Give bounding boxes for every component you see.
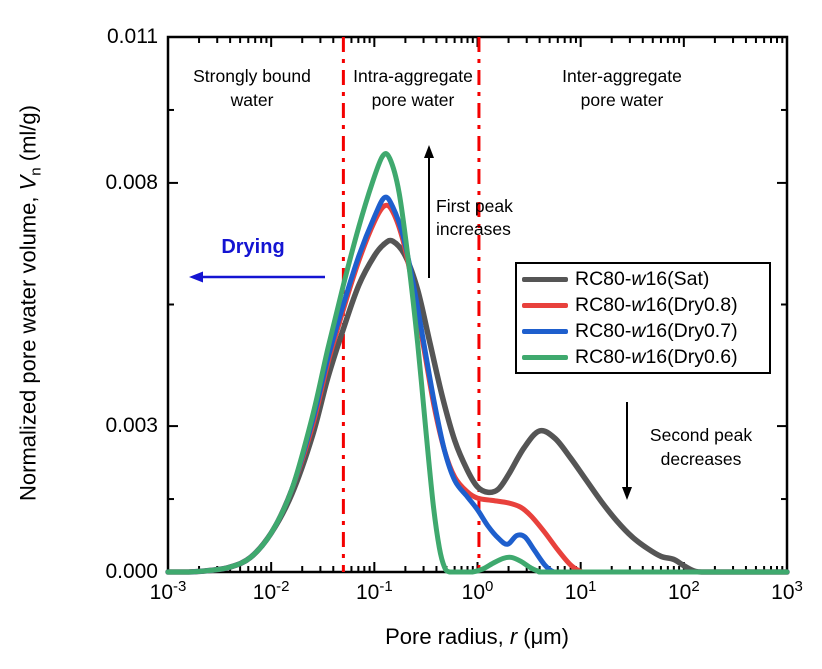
y-tick-label: 0.011	[107, 25, 158, 48]
annotation-line: decreases	[660, 449, 742, 469]
legend-label: RC80-w16(Sat)	[575, 267, 710, 290]
annotation-strongly-bound-water: Strongly bound water	[193, 64, 311, 112]
legend-line-sample	[522, 302, 568, 308]
annotation-first-peak-increases: First peak increases	[436, 195, 513, 241]
x-tick-label: 10-2	[252, 578, 290, 604]
legend-line-sample	[522, 354, 568, 360]
annotation-line: water	[230, 90, 274, 110]
legend-label: RC80-w16(Dry0.8)	[575, 293, 738, 316]
legend-label: RC80-w16(Dry0.7)	[575, 319, 738, 342]
legend-label: RC80-w16(Dry0.6)	[575, 345, 738, 368]
x-tick-label: 101	[564, 578, 597, 604]
annotation-line: pore water	[371, 90, 455, 110]
x-axis-title-units: (μm)	[517, 624, 569, 649]
x-tick-label: 10-3	[149, 578, 187, 604]
annotation-second-peak-decreases: Second peak decreases	[650, 423, 752, 471]
drying-arrow-head	[189, 271, 203, 283]
x-axis-title: Pore radius, r (μm)	[385, 624, 569, 650]
y-tick-label: 0.000	[105, 560, 158, 583]
x-axis-title-symbol: r	[509, 624, 518, 649]
y-axis-title-text: Normalized pore water volume,	[15, 190, 41, 501]
y-axis-title: Normalized pore water volume, Vn (ml/g)	[16, 105, 45, 501]
x-tick-label: 102	[667, 578, 700, 604]
series-curve-3	[165, 151, 790, 575]
annotation-line: First peak	[436, 196, 513, 216]
x-tick-label: 100	[461, 578, 494, 604]
legend: RC80-w16(Sat) RC80-w16(Dry0.8) RC80-w16(Dr…	[515, 262, 771, 374]
legend-entry-2: RC80-w16(Dry0.7)	[522, 318, 769, 344]
x-tick-label: 103	[771, 578, 803, 604]
x-axis-title-text: Pore radius,	[385, 624, 510, 649]
legend-line-sample	[522, 276, 568, 282]
legend-entry-1: RC80-w16(Dry0.8)	[522, 292, 769, 318]
annotation-line: Second peak	[649, 425, 753, 445]
annotation-line: Intra-aggregate	[353, 66, 473, 86]
first-peak-arrow-head	[424, 145, 434, 158]
x-tick-label: 10-1	[355, 578, 393, 604]
y-axis-title-units: (ml/g)	[15, 105, 41, 168]
annotation-intra-aggregate-pore-water: Intra-aggregate pore water	[353, 64, 473, 112]
annotation-inter-aggregate-pore-water: Inter-aggregate pore water	[562, 64, 682, 112]
legend-entry-0: RC80-w16(Sat)	[522, 266, 769, 292]
y-tick-label: 0.003	[105, 414, 158, 438]
annotation-line: increases	[436, 219, 511, 239]
annotation-line: pore water	[580, 90, 664, 110]
legend-line-sample	[522, 328, 568, 334]
y-tick-label: 0.008	[105, 170, 158, 194]
second-peak-arrow-head	[622, 487, 632, 500]
annotation-line: Strongly bound	[193, 66, 311, 86]
annotation-drying: Drying	[221, 236, 285, 258]
annotation-line: Inter-aggregate	[562, 66, 682, 86]
legend-entry-3: RC80-w16(Dry0.6)	[522, 344, 769, 370]
